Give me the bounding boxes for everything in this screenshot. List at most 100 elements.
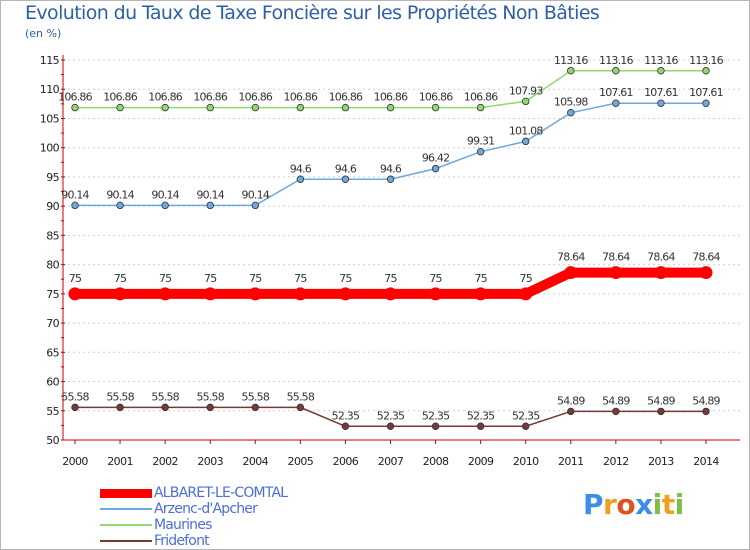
logo-letter: P [583,488,604,521]
data-label: 106.86 [103,91,137,104]
logo-letter: i [674,488,685,521]
data-label: 75 [474,272,487,285]
data-point [431,103,440,112]
x-tick-label: 2009 [468,455,494,468]
data-label: 55.58 [242,390,270,403]
logo-letter: x [635,488,653,521]
data-label: 55.58 [287,390,315,403]
data-point [296,103,305,112]
logo-letter: r [603,488,617,521]
y-tick-label: 115 [40,54,60,67]
x-tick-label: 2012 [603,455,629,468]
data-point [657,407,665,416]
data-point [293,287,307,301]
data-label: 106.86 [238,91,272,104]
data-label: 75 [294,272,307,285]
data-point [474,287,488,301]
y-tick-label: 100 [40,142,60,155]
chart-title: Evolution du Taux de Taxe Foncière sur l… [25,2,600,24]
data-label: 55.58 [106,390,134,403]
data-label: 52.35 [467,409,495,422]
y-tick-label: 70 [46,317,59,330]
data-point [341,103,350,112]
data-point [702,407,710,416]
data-label: 94.6 [380,162,402,175]
data-point [429,287,443,301]
data-point [68,287,82,301]
data-point [158,287,172,301]
data-point [431,422,440,430]
data-label: 75 [429,272,442,285]
legend-label: Arzenc-d'Apcher [154,501,258,517]
data-label: 106.86 [284,91,318,104]
data-point [567,67,575,75]
x-tick-label: 2000 [62,455,88,468]
data-label: 99.31 [467,135,495,148]
data-point [384,287,397,301]
data-point [476,148,485,156]
data-label: 94.6 [335,162,357,175]
data-point [612,67,620,75]
data-point [567,109,575,117]
data-point [206,201,214,210]
y-tick-label: 75 [46,288,59,301]
data-label: 54.89 [557,394,585,407]
data-point [161,201,169,210]
data-label: 101.08 [509,124,543,137]
data-label: 94.6 [290,162,312,175]
series-albaret-le-comtal: 75 75 75 75 75 75 75 75 75 75 75 78.64 78.64 78.64 78.… [68,251,721,301]
data-point [161,103,169,112]
data-point [341,175,350,183]
logo-letter: i [652,488,663,521]
legend-label: ALBARET-LE-COMTAL [154,485,288,501]
data-point [251,201,259,210]
logo-letter: o [616,488,636,521]
proxiti-logo: Proxiti [583,488,684,521]
data-point [116,103,124,112]
y-tick-label: 110 [40,83,60,96]
data-label: 78.64 [557,251,585,264]
data-label: 113.16 [599,54,633,67]
x-tick-label: 2007 [378,455,404,468]
data-label: 106.86 [58,91,92,104]
data-label: 105.98 [554,96,588,109]
x-tick-label: 2013 [648,455,674,468]
data-point [386,422,395,430]
x-tick-label: 2014 [693,455,719,468]
data-point [296,175,305,183]
data-label: 75 [114,272,127,285]
data-label: 52.35 [422,409,450,422]
data-point [206,403,214,412]
data-point [699,266,713,280]
data-point [296,403,305,412]
data-point [657,67,665,75]
data-label: 55.58 [196,390,224,403]
data-point [251,103,259,112]
data-label: 52.35 [512,409,540,422]
data-label: 75 [204,272,217,285]
data-point [203,287,217,301]
legend-swatch [100,508,152,510]
data-point [522,422,530,430]
x-tick-label: 2002 [152,455,178,468]
data-point [612,407,620,416]
x-tick-label: 2004 [242,455,268,468]
data-label: 55.58 [61,390,89,403]
data-point [476,103,485,112]
legend-label: Maurines [154,517,212,533]
y-tick-label: 105 [40,112,60,125]
data-point [476,422,485,430]
data-label: 78.64 [647,251,675,264]
data-label: 96.42 [422,152,450,165]
data-label: 75 [69,272,82,285]
legend-swatch [100,540,152,542]
data-point [609,266,623,280]
data-label: 90.14 [151,188,179,201]
data-label: 55.58 [151,390,179,403]
data-label: 113.16 [689,54,723,67]
data-point [522,97,530,106]
legend-label: Fridefont [154,533,210,549]
data-label: 78.64 [692,251,720,264]
x-tick-label: 2003 [197,455,223,468]
